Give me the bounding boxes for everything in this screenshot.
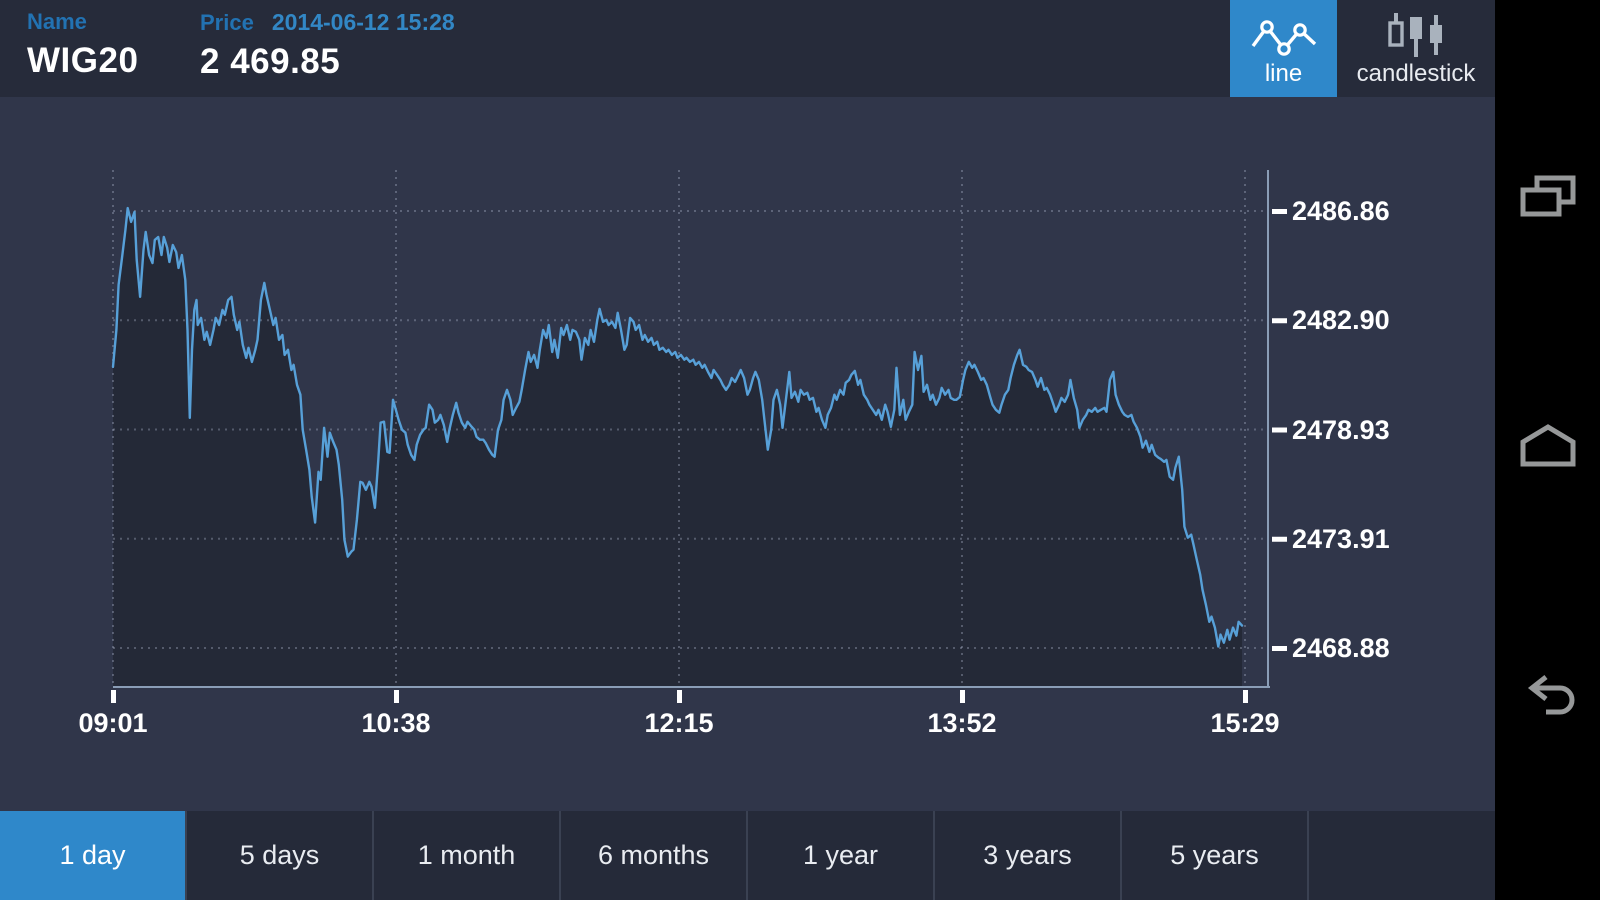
x-axis-tick <box>677 690 682 703</box>
name-label: Name <box>27 9 87 34</box>
tab-5-years[interactable]: 5 years <box>1122 811 1309 900</box>
tab-5-days[interactable]: 5 days <box>187 811 374 900</box>
tab-label: 1 month <box>417 840 516 870</box>
home-button[interactable] <box>1495 400 1600 492</box>
back-button[interactable] <box>1495 652 1600 744</box>
instrument-name: WIG20 <box>27 41 139 80</box>
home-icon <box>1518 423 1578 470</box>
range-tabs: 1 day 5 days 1 month 6 months 1 year 3 years 5… <box>0 811 1495 900</box>
last-price: 2 469.85 <box>200 42 341 81</box>
tab-3-years[interactable]: 3 years <box>935 811 1122 900</box>
series-area-fill <box>113 208 1242 687</box>
tab-label: 1 year <box>802 840 879 870</box>
back-icon <box>1520 674 1576 722</box>
y-axis-tick <box>1272 209 1287 214</box>
stock-app-window: Name WIG20 Price 2014-06-12 15:28 2 469.… <box>0 0 1495 900</box>
tab-label: 1 day <box>59 840 126 870</box>
line-chart-icon <box>1250 19 1318 57</box>
instrument-block: Name WIG20 <box>27 9 138 81</box>
tab-1-month[interactable]: 1 month <box>374 811 561 900</box>
y-axis-tick <box>1272 427 1287 433</box>
chart-canvas <box>111 170 1287 703</box>
tab-1-year[interactable]: 1 year <box>748 811 935 900</box>
y-axis-tick <box>1272 318 1287 324</box>
candlestick-chart-button[interactable]: candlestick <box>1337 0 1495 97</box>
x-axis-tick <box>960 690 965 703</box>
price-block: Price 2014-06-12 15:28 2 469.85 <box>200 9 455 82</box>
tab-6-months[interactable]: 6 months <box>561 811 748 900</box>
recent-apps-icon <box>1519 174 1577 225</box>
android-navbar <box>1495 0 1600 900</box>
tab-label: 3 years <box>983 840 1072 870</box>
price-line-series <box>111 206 1244 648</box>
tab-label: 6 months <box>597 840 710 870</box>
tab-1-day[interactable]: 1 day <box>0 811 187 900</box>
candlestick-chart-button-label: candlestick <box>1356 60 1476 87</box>
x-axis-tick <box>111 690 116 703</box>
y-axis-tick <box>1272 536 1287 542</box>
recent-apps-button[interactable] <box>1495 153 1600 245</box>
x-axis-tick <box>394 690 399 703</box>
price-chart[interactable]: 2486.86 2482.90 2478.93 2473.91 2468.88 09:01… <box>0 97 1495 811</box>
price-label: Price <box>200 10 254 35</box>
line-chart-button[interactable]: line <box>1230 0 1337 97</box>
y-axis-tick <box>1272 646 1287 651</box>
x-axis-tick <box>1243 690 1248 703</box>
tab-label: 5 days <box>239 840 320 870</box>
tab-label: 5 years <box>1170 840 1259 870</box>
candlestick-chart-icon <box>1387 13 1445 57</box>
line-chart-button-label: line <box>1264 60 1303 87</box>
header: Name WIG20 Price 2014-06-12 15:28 2 469.… <box>0 0 1495 97</box>
timestamp: 2014-06-12 15:28 <box>271 9 455 35</box>
